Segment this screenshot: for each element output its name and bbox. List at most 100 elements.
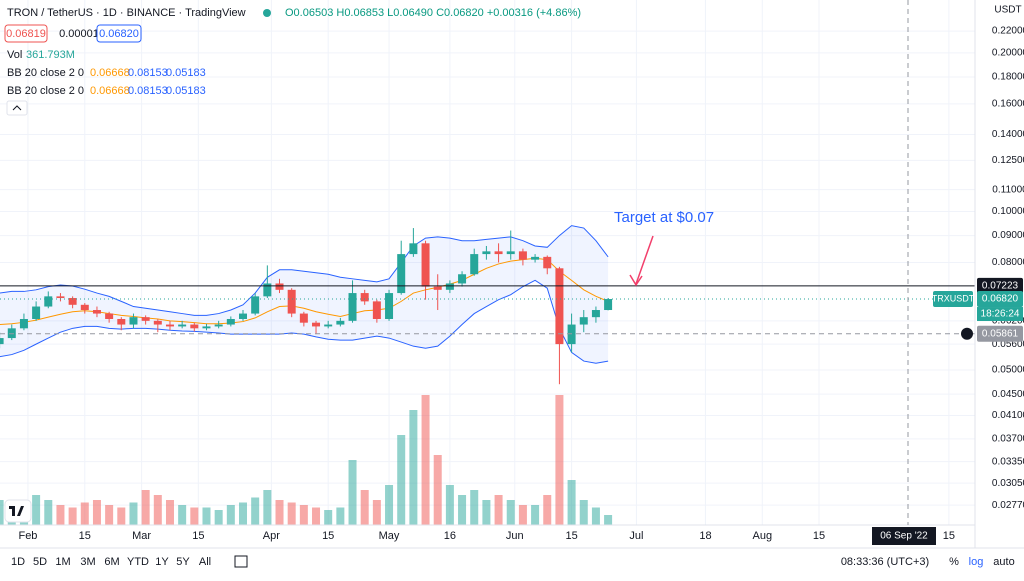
volume-bar bbox=[348, 460, 357, 525]
bb-name: BB 20 close 2 0 bbox=[7, 85, 84, 97]
candle-body bbox=[44, 296, 53, 307]
candle-body bbox=[117, 318, 126, 325]
logo-box[interactable] bbox=[4, 499, 32, 523]
volume-bar bbox=[458, 495, 467, 525]
range-button[interactable]: 5Y bbox=[176, 556, 190, 568]
volume-bar bbox=[44, 500, 53, 525]
candle-body bbox=[68, 298, 77, 305]
volume-bar bbox=[190, 507, 199, 525]
candle-body bbox=[579, 317, 588, 325]
range-button[interactable]: 1Y bbox=[155, 556, 169, 568]
candle-body bbox=[567, 324, 576, 345]
x-tick-label: 15 bbox=[79, 530, 91, 542]
volume-bar bbox=[117, 507, 126, 525]
candle-body bbox=[470, 254, 479, 275]
x-tick-label: Feb bbox=[18, 530, 37, 542]
volume-bar bbox=[0, 500, 4, 525]
candle-body bbox=[518, 251, 527, 260]
bb-upper: 0.08153 bbox=[128, 67, 168, 79]
candle-body bbox=[433, 286, 442, 290]
crosshair-box bbox=[872, 527, 936, 545]
range-button[interactable]: 3M bbox=[80, 556, 95, 568]
candle-body bbox=[494, 251, 503, 255]
auto-button[interactable]: auto bbox=[993, 556, 1014, 568]
bid-box[interactable] bbox=[4, 24, 48, 43]
candle-body bbox=[409, 243, 418, 255]
log-button[interactable]: log bbox=[969, 556, 984, 568]
candle-body bbox=[287, 289, 296, 314]
candle-body bbox=[190, 324, 199, 329]
percent-button[interactable]: % bbox=[949, 556, 959, 568]
symbol-box bbox=[933, 291, 973, 308]
volume-bar bbox=[470, 490, 479, 525]
bb-middle: 0.06668 bbox=[90, 67, 130, 79]
candle-body bbox=[153, 320, 162, 325]
ask: 0.06820 bbox=[99, 28, 139, 40]
crosshair-label: 06 Sep '22 bbox=[880, 531, 928, 542]
toolbar: 1D 5D 1M 3M 6M YTD 1Y 5Y All bbox=[11, 556, 211, 568]
date-range-icon[interactable] bbox=[234, 555, 248, 568]
collapse-icon bbox=[12, 105, 22, 111]
candle-body bbox=[482, 251, 491, 255]
range-button[interactable]: YTD bbox=[127, 556, 149, 568]
countdown: 18:26:24 bbox=[981, 309, 1020, 320]
candle-body bbox=[80, 304, 89, 311]
spread: 0.00001 bbox=[59, 28, 99, 40]
x-tick-label: 18 bbox=[699, 530, 711, 542]
price-label: 0.05861 bbox=[982, 328, 1019, 339]
candle-body bbox=[397, 254, 406, 294]
candle-body bbox=[19, 318, 28, 329]
bid: 0.06819 bbox=[6, 28, 46, 40]
bb-name: BB 20 close 2 0 bbox=[7, 67, 84, 79]
volume-bar bbox=[445, 485, 454, 525]
x-tick-label: Apr bbox=[263, 530, 280, 542]
range-button[interactable]: 6M bbox=[104, 556, 119, 568]
candle-body bbox=[251, 296, 260, 314]
candle-body bbox=[555, 268, 564, 345]
candle-body bbox=[141, 317, 150, 321]
bb-middle: 0.06668 bbox=[90, 85, 130, 97]
x-tick-label: Aug bbox=[753, 530, 773, 542]
volume-bar bbox=[141, 490, 150, 525]
ask-box[interactable] bbox=[96, 24, 142, 43]
y-tick-label: 0.02770 bbox=[992, 500, 1024, 511]
volume-bar bbox=[360, 490, 369, 525]
volume-bar bbox=[494, 495, 503, 525]
candle-body bbox=[360, 293, 369, 302]
candle-body bbox=[336, 320, 345, 325]
logo bbox=[9, 506, 24, 516]
volume-bar bbox=[324, 510, 333, 525]
bb-middle bbox=[0, 257, 609, 326]
symbol-title: TRON / TetherUS · 1D · BINANCE · Trading… bbox=[7, 7, 246, 19]
range-button[interactable]: 1M bbox=[55, 556, 70, 568]
range-button[interactable]: 5D bbox=[33, 556, 47, 568]
volume-bar bbox=[299, 505, 308, 525]
bb-lower bbox=[0, 279, 609, 364]
volume-bar bbox=[178, 505, 187, 525]
x-tick-label: 15 bbox=[813, 530, 825, 542]
annotation-arrow bbox=[635, 235, 654, 285]
volume-bar bbox=[56, 505, 65, 525]
x-tick-label: 15 bbox=[192, 530, 204, 542]
collapse-button[interactable] bbox=[6, 100, 28, 116]
range-button[interactable]: 1D bbox=[11, 556, 25, 568]
candle-body bbox=[591, 310, 600, 318]
range-button[interactable]: All bbox=[199, 556, 211, 568]
candle-body bbox=[178, 324, 187, 327]
candle-body bbox=[324, 324, 333, 327]
volume-bar bbox=[129, 502, 138, 525]
candle-body bbox=[543, 256, 552, 269]
candle-body bbox=[531, 256, 540, 260]
volume-bar bbox=[506, 500, 515, 525]
annotation-arrowhead bbox=[629, 274, 643, 287]
